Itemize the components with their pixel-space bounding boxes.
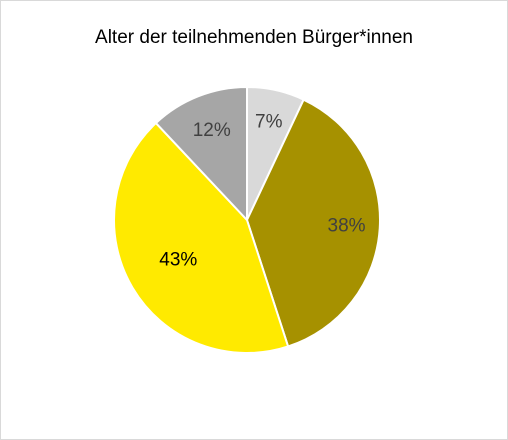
pie-slices xyxy=(113,85,381,354)
pie-slice-4 xyxy=(154,85,248,223)
slice-label-4: 12% xyxy=(193,120,231,141)
chart-title: Alter der teilnehmenden Bürger*innen xyxy=(95,27,413,48)
slice-label-2: 38% xyxy=(328,215,366,236)
slice-label-3: 43% xyxy=(159,250,197,271)
slice-label-1: 7% xyxy=(255,112,283,133)
pie-slice-3 xyxy=(113,121,290,354)
pie-slice-2 xyxy=(245,98,381,348)
